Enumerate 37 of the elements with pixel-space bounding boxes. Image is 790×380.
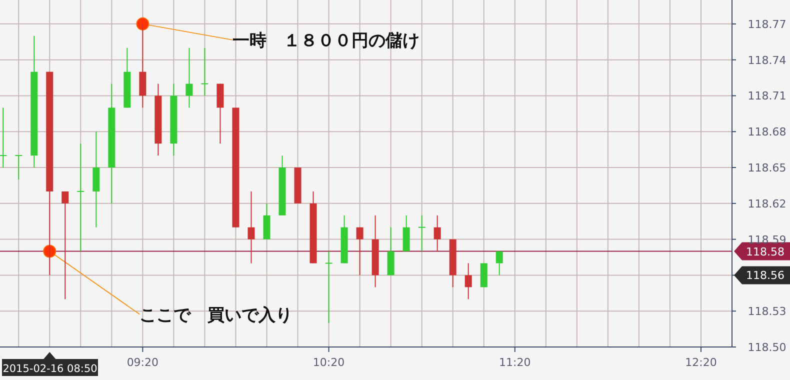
x-tick-label: 11:20 — [499, 356, 531, 369]
candlestick — [76, 143, 85, 252]
y-tick-label: 118.74 — [748, 54, 786, 67]
candlestick — [263, 202, 270, 240]
candlestick — [418, 214, 426, 252]
ref-line-label: 118.58 — [746, 245, 784, 258]
candlestick — [139, 23, 146, 108]
y-tick-label: 118.53 — [748, 305, 786, 318]
candlestick — [496, 250, 503, 276]
y-tick-label: 118.62 — [748, 197, 786, 210]
candlestick — [216, 83, 224, 144]
candlestick — [0, 107, 8, 168]
candlestick — [14, 155, 23, 180]
text: 2015-02-16 08:50 — [2, 363, 98, 375]
x-tick-label: 12:20 — [685, 356, 717, 369]
y-tick-label: 118.50 — [748, 341, 786, 354]
x-tick-label: 10:20 — [312, 356, 345, 369]
y-tick-label: 118.71 — [748, 90, 786, 103]
candlestick — [186, 47, 193, 108]
annotation: 一時 １８００円の儲け — [232, 30, 420, 51]
candlestick — [480, 262, 488, 288]
candlestick — [200, 47, 209, 96]
x-tick-label: 09:20 — [126, 356, 159, 369]
y-tick-label: 118.68 — [748, 126, 786, 139]
candlestick — [464, 262, 472, 300]
candlestick — [387, 226, 394, 276]
y-tick-label: 118.77 — [748, 18, 786, 31]
candlestick — [248, 190, 255, 264]
candlestick — [356, 226, 364, 276]
candlestick — [92, 131, 100, 228]
annotation: ここで 買いで入り — [140, 305, 293, 326]
candlestick — [62, 190, 69, 300]
y-tick-label: 118.65 — [748, 162, 786, 175]
candlestick — [324, 250, 333, 324]
candlestick — [434, 214, 441, 252]
text: 118.56 — [746, 269, 784, 282]
candlestick — [402, 214, 410, 252]
